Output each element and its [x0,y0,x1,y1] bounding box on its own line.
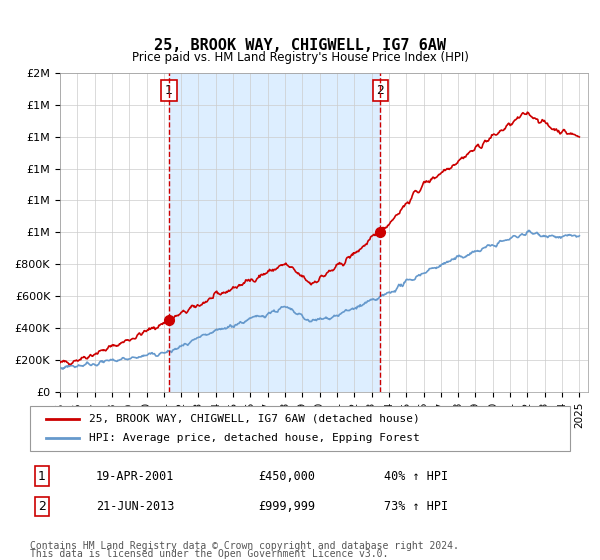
Text: £999,999: £999,999 [258,500,315,514]
FancyBboxPatch shape [30,406,570,451]
Text: 40% ↑ HPI: 40% ↑ HPI [384,469,448,483]
Text: 25, BROOK WAY, CHIGWELL, IG7 6AW: 25, BROOK WAY, CHIGWELL, IG7 6AW [154,38,446,53]
Text: 1: 1 [165,84,173,97]
Text: 2: 2 [376,84,384,97]
Text: 19-APR-2001: 19-APR-2001 [96,469,175,483]
Text: 25, BROOK WAY, CHIGWELL, IG7 6AW (detached house): 25, BROOK WAY, CHIGWELL, IG7 6AW (detach… [89,413,420,423]
Text: £450,000: £450,000 [258,469,315,483]
Text: 21-JUN-2013: 21-JUN-2013 [96,500,175,514]
Text: 73% ↑ HPI: 73% ↑ HPI [384,500,448,514]
Text: This data is licensed under the Open Government Licence v3.0.: This data is licensed under the Open Gov… [30,549,388,559]
Text: Price paid vs. HM Land Registry's House Price Index (HPI): Price paid vs. HM Land Registry's House … [131,52,469,64]
Text: 1: 1 [38,469,46,483]
Text: HPI: Average price, detached house, Epping Forest: HPI: Average price, detached house, Eppi… [89,433,420,444]
Text: Contains HM Land Registry data © Crown copyright and database right 2024.: Contains HM Land Registry data © Crown c… [30,541,459,551]
Bar [169,73,380,392]
Text: 2: 2 [38,500,46,514]
